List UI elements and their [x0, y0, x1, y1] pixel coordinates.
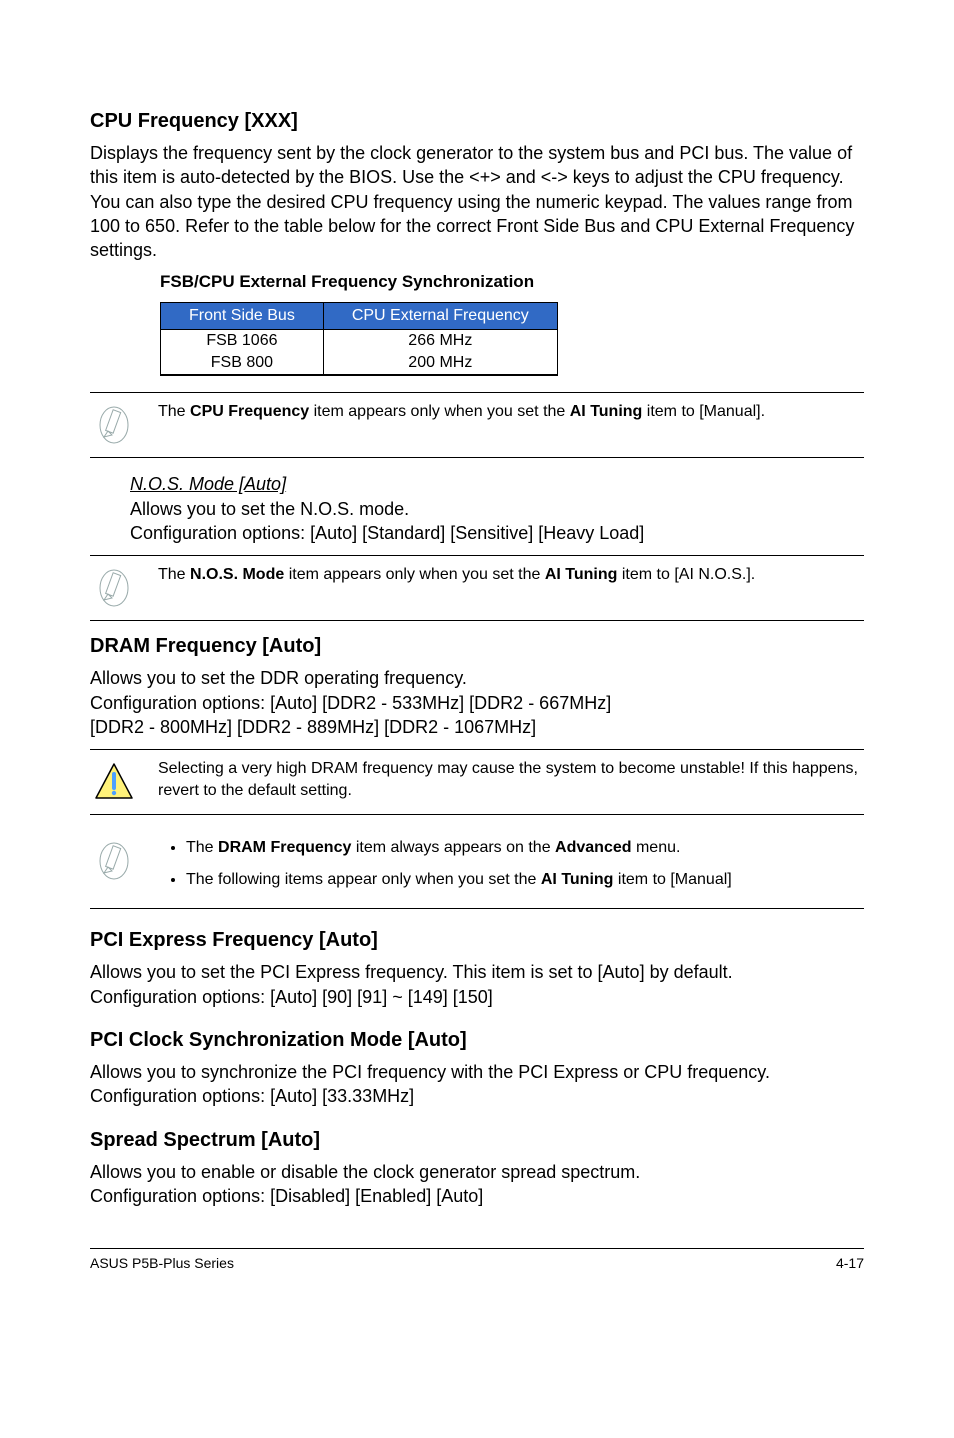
note-cpu-frequency: The CPU Frequency item appears only when… — [90, 392, 864, 458]
note-text: The CPU Frequency item appears only when… — [158, 401, 864, 423]
table-cell: FSB 800 — [161, 352, 324, 375]
note-nos: The N.O.S. Mode item appears only when y… — [90, 555, 864, 621]
para-dram-3: [DDR2 - 800MHz] [DDR2 - 889MHz] [DDR2 - … — [90, 715, 864, 739]
para-dram-2: Configuration options: [Auto] [DDR2 - 53… — [90, 691, 864, 715]
para-spread-1: Allows you to enable or disable the cloc… — [90, 1160, 864, 1184]
block-nos: N.O.S. Mode [Auto] Allows you to set the… — [130, 472, 864, 545]
label-fsb-sync: FSB/CPU External Frequency Synchronizati… — [160, 272, 864, 292]
note-span: menu. — [632, 839, 681, 856]
note-bold: AI Tuning — [570, 403, 643, 420]
footer-left: ASUS P5B-Plus Series — [90, 1255, 234, 1271]
table-cell: 266 MHz — [323, 330, 557, 353]
para-dram-1: Allows you to set the DDR operating freq… — [90, 666, 864, 690]
note-span: item appears only when you set the — [284, 566, 545, 583]
note-bold: N.O.S. Mode — [190, 566, 284, 583]
table-cell: 200 MHz — [323, 352, 557, 375]
note-span: item to [Manual]. — [642, 403, 765, 420]
note-span: item appears only when you set the — [309, 403, 570, 420]
warn-dram: Selecting a very high DRAM frequency may… — [90, 749, 864, 815]
note-bold: AI Tuning — [541, 871, 614, 888]
note-bold: DRAM Frequency — [218, 839, 351, 856]
note-span: The — [158, 403, 190, 420]
subhead-nos: N.O.S. Mode [Auto] — [130, 472, 864, 496]
para-pcie-2: Configuration options: [Auto] [90] [91] … — [90, 985, 864, 1009]
note-bold: Advanced — [555, 839, 631, 856]
page-footer: ASUS P5B-Plus Series 4-17 — [90, 1248, 864, 1271]
footer-right: 4-17 — [836, 1255, 864, 1271]
table-cell: FSB 1066 — [161, 330, 324, 353]
table-row: FSB 1066 266 MHz — [161, 330, 558, 353]
table-header-cell: Front Side Bus — [161, 303, 324, 330]
pencil-icon — [90, 564, 138, 612]
heading-pcie: PCI Express Frequency [Auto] — [90, 929, 864, 952]
note-text: The N.O.S. Mode item appears only when y… — [158, 564, 864, 586]
warning-icon — [90, 758, 138, 806]
table-header-cell: CPU External Frequency — [323, 303, 557, 330]
warn-text: Selecting a very high DRAM frequency may… — [158, 758, 864, 801]
note-bold: AI Tuning — [545, 566, 618, 583]
pencil-icon — [90, 401, 138, 449]
para-nos-2: Configuration options: [Auto] [Standard]… — [130, 521, 864, 545]
note-bold: CPU Frequency — [190, 403, 309, 420]
note-span: item always appears on the — [351, 839, 555, 856]
pencil-icon — [90, 837, 138, 885]
table-fsb: Front Side Bus CPU External Frequency FS… — [160, 302, 558, 376]
heading-pcisync: PCI Clock Synchronization Mode [Auto] — [90, 1029, 864, 1052]
note-span: The following items appear only when you… — [186, 871, 541, 888]
list-item: The following items appear only when you… — [186, 869, 864, 891]
para-pcie-1: Allows you to set the PCI Express freque… — [90, 960, 864, 984]
para-pcisync-2: Configuration options: [Auto] [33.33MHz] — [90, 1084, 864, 1108]
table-row: FSB 800 200 MHz — [161, 352, 558, 375]
para-nos-1: Allows you to set the N.O.S. mode. — [130, 497, 864, 521]
note-span: item to [Manual] — [613, 871, 731, 888]
note-span: The — [186, 839, 218, 856]
list-item: The DRAM Frequency item always appears o… — [186, 837, 864, 859]
heading-dram: DRAM Frequency [Auto] — [90, 635, 864, 658]
para-pcisync-1: Allows you to synchronize the PCI freque… — [90, 1060, 864, 1084]
note-span: item to [AI N.O.S.]. — [617, 566, 755, 583]
note-span: The — [158, 566, 190, 583]
heading-spread: Spread Spectrum [Auto] — [90, 1129, 864, 1152]
table-header-row: Front Side Bus CPU External Frequency — [161, 303, 558, 330]
note-dram-bullets: The DRAM Frequency item always appears o… — [90, 829, 864, 909]
note-text: The DRAM Frequency item always appears o… — [158, 837, 864, 900]
para-spread-2: Configuration options: [Disabled] [Enabl… — [90, 1184, 864, 1208]
heading-cpu-frequency: CPU Frequency [XXX] — [90, 110, 864, 133]
para-cpu-frequency: Displays the frequency sent by the clock… — [90, 141, 864, 262]
